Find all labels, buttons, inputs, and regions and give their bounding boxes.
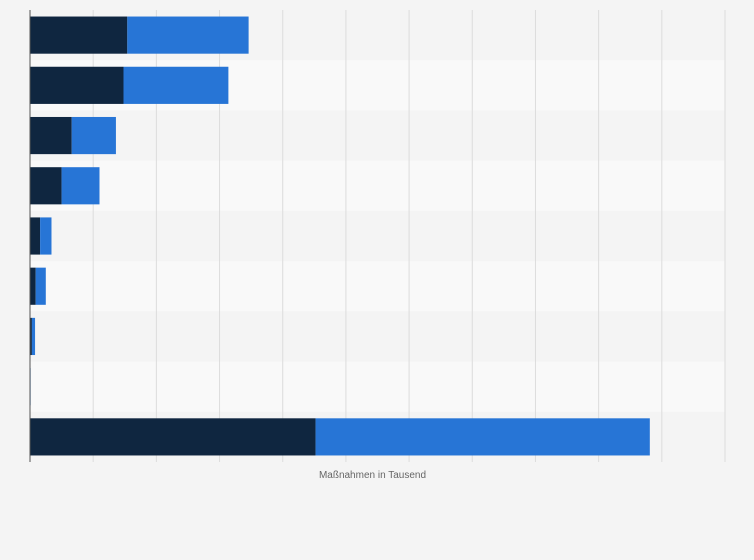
row-band [30, 210, 725, 262]
bar-series-1 [30, 16, 128, 54]
x-axis-label: Maßnahmen in Tausend [319, 470, 426, 481]
bar-series-1 [30, 66, 124, 104]
bar-series-1 [30, 116, 72, 155]
bar-series-2 [123, 66, 229, 104]
bar-series-2 [71, 116, 116, 155]
bar-series-2 [61, 167, 100, 205]
bar-series-1 [30, 317, 32, 356]
row-band [30, 110, 725, 161]
row-band [30, 361, 725, 412]
row-band [30, 261, 725, 312]
bar-series-1 [30, 167, 62, 205]
row-band [30, 160, 725, 211]
bar-series-2 [127, 16, 249, 54]
bar-series-2 [31, 317, 36, 356]
bar-series-1 [30, 418, 316, 456]
bar-series-2 [35, 267, 46, 305]
row-band [30, 311, 725, 362]
bar-series-1 [30, 267, 36, 305]
bar-series-2 [40, 217, 52, 255]
bar-series-1 [30, 217, 41, 255]
bar-series-2 [315, 418, 650, 456]
